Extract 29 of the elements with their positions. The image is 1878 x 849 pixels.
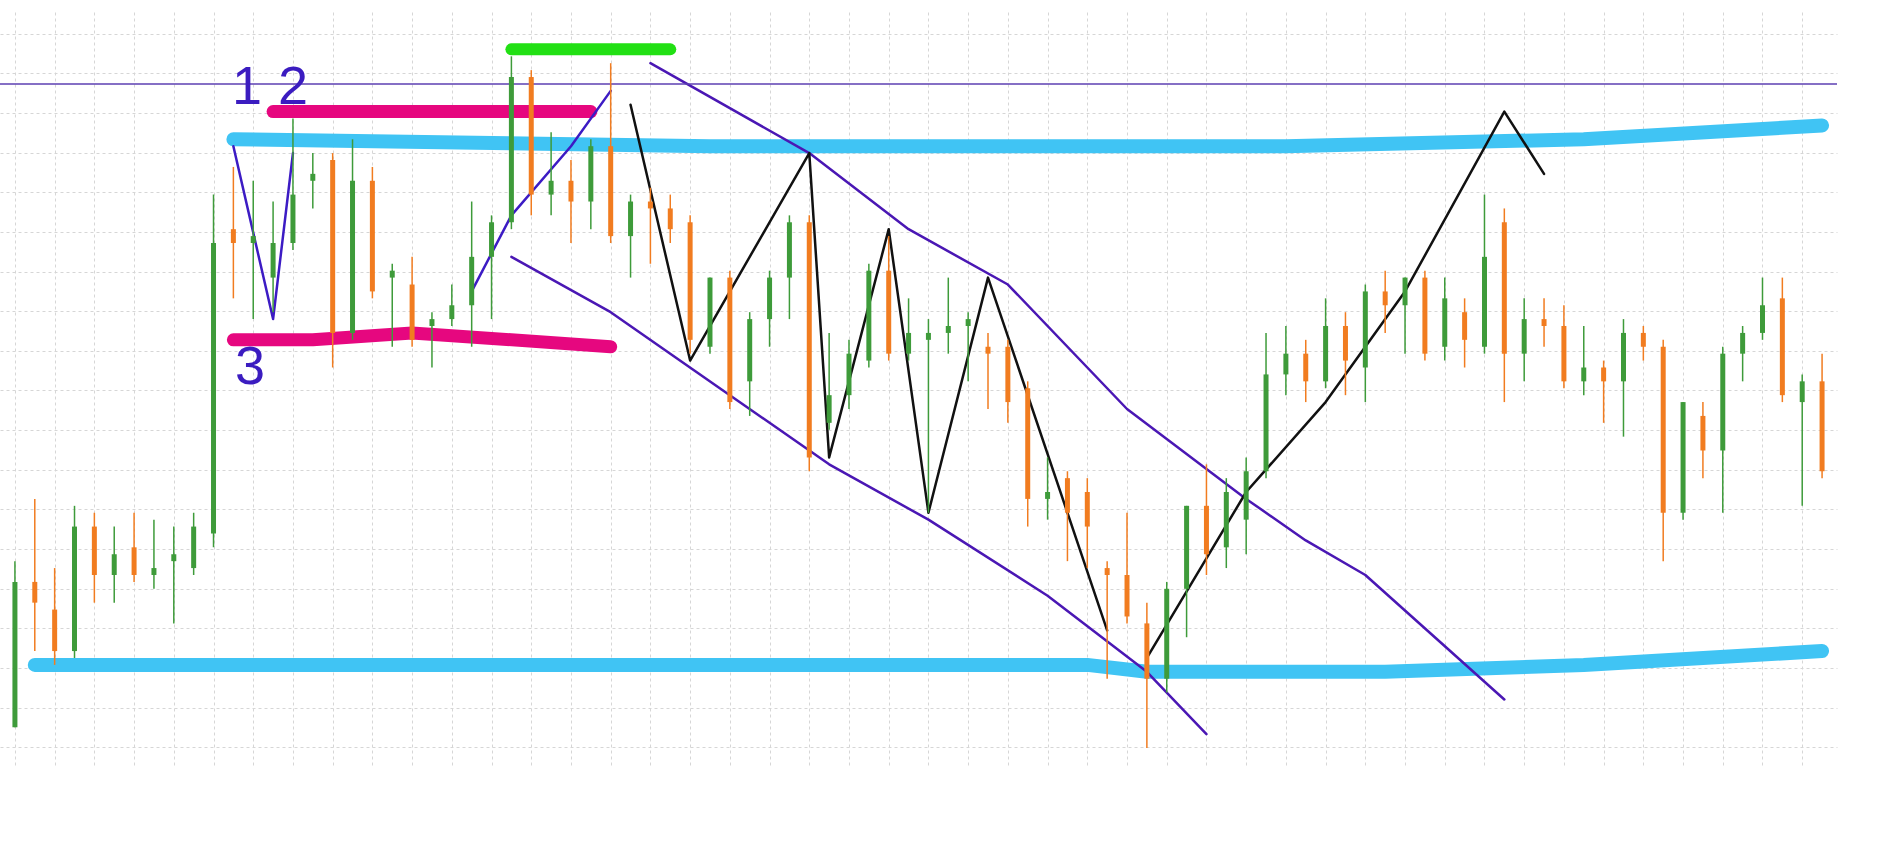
candlestick	[429, 311, 435, 369]
candlestick	[1045, 456, 1051, 521]
candlestick	[945, 276, 951, 355]
candlestick	[250, 180, 256, 320]
candlestick	[548, 131, 554, 217]
candlestick	[1581, 325, 1587, 396]
candlestick	[111, 525, 117, 604]
candlestick	[230, 166, 236, 300]
candlestick	[1740, 325, 1746, 383]
candlestick	[1104, 560, 1110, 680]
candlestick	[1541, 297, 1547, 348]
candlestick	[449, 283, 455, 327]
candlestick	[1283, 325, 1289, 396]
candlestick	[1640, 325, 1646, 362]
candlestick	[151, 518, 157, 590]
candlestick	[965, 311, 971, 383]
candlestick	[171, 525, 177, 625]
candlestick	[667, 193, 673, 244]
candlestick	[1799, 373, 1805, 507]
candlestick	[906, 297, 912, 362]
candlestick	[310, 152, 316, 210]
candlestick	[1601, 359, 1607, 424]
candlestick	[1382, 269, 1388, 334]
annotation: 3	[234, 335, 266, 395]
candlestick	[985, 332, 991, 410]
candlestick	[568, 159, 574, 244]
candlestick	[32, 498, 38, 652]
candlestick	[925, 318, 931, 514]
candlestick	[389, 263, 395, 348]
